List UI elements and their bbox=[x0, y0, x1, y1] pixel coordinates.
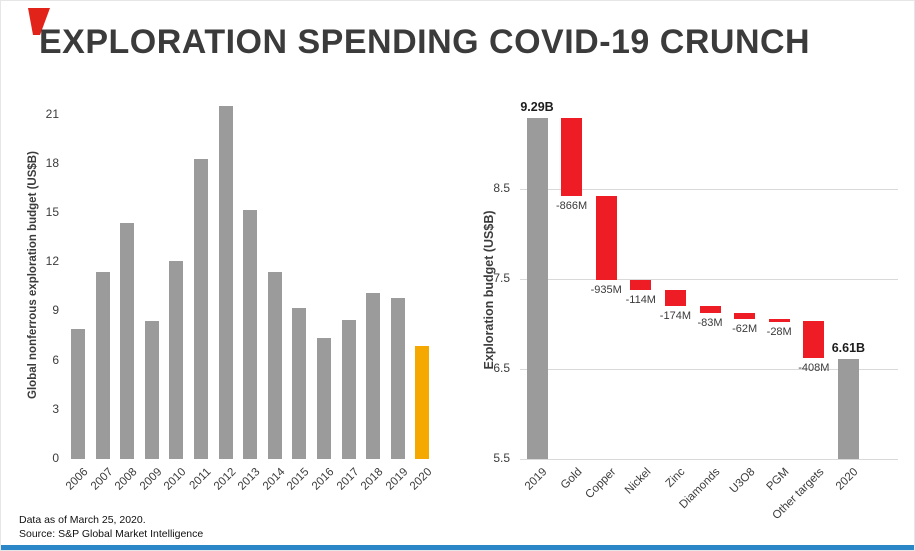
right-x-tick-label: 2020 bbox=[834, 466, 861, 493]
left-y-tick-label: 12 bbox=[45, 254, 59, 269]
delta-label-U3O8: -62M bbox=[732, 322, 758, 335]
left-y-tick-label: 6 bbox=[52, 352, 59, 367]
right-x-tick-label: Copper bbox=[583, 466, 619, 502]
right-y-tick-label: 8.5 bbox=[493, 181, 510, 195]
bar-2013 bbox=[243, 209, 258, 459]
footnote-source: Source: S&P Global Market Intelligence bbox=[19, 528, 204, 540]
grid-line bbox=[520, 459, 898, 460]
bar-2019 bbox=[390, 298, 405, 459]
right-y-tick-label: 6.5 bbox=[493, 361, 510, 375]
bar-2018 bbox=[366, 293, 381, 459]
right-x-tick-label: Nickel bbox=[622, 466, 654, 497]
right-y-tick-label: 7.5 bbox=[493, 271, 510, 285]
left-chart-y-axis-label: Global nonferrous exploration budget (US… bbox=[27, 151, 39, 399]
bar-2012 bbox=[218, 106, 233, 459]
brand-corner-mark-shape bbox=[28, 8, 50, 35]
left-y-tick-label: 9 bbox=[52, 303, 59, 318]
bar-PGM bbox=[768, 318, 790, 322]
bar-Other targets bbox=[803, 321, 825, 359]
start-total-label: 9.29B bbox=[520, 99, 554, 114]
left-y-tick-label: 15 bbox=[45, 205, 59, 219]
bar-Copper bbox=[595, 195, 617, 280]
right-x-tick-label: U3O8 bbox=[727, 466, 758, 496]
bar-2019 bbox=[526, 117, 548, 459]
bar-Nickel bbox=[630, 279, 652, 291]
right-x-tick-label: 2019 bbox=[522, 466, 550, 493]
right-x-tick-label: Zinc bbox=[664, 466, 688, 490]
grid-line bbox=[520, 369, 898, 370]
bottom-accent-bar bbox=[1, 545, 914, 550]
right-y-tick-label: 5.5 bbox=[493, 451, 510, 465]
bar-2011 bbox=[194, 158, 208, 459]
footnote: Data as of March 25, 2020. Source: S&P G… bbox=[19, 513, 203, 541]
end-total-label: 6.61B bbox=[831, 341, 866, 356]
delta-label-Diamonds: -83M bbox=[697, 317, 723, 330]
bar-Diamonds bbox=[699, 305, 721, 314]
bar-2007 bbox=[95, 272, 110, 459]
left-y-tick-label: 3 bbox=[52, 401, 59, 416]
right-x-tick-label: Gold bbox=[558, 466, 585, 492]
left-y-tick-label: 0 bbox=[52, 451, 59, 465]
grid-line bbox=[520, 189, 898, 190]
delta-label-Nickel: -114M bbox=[625, 294, 656, 307]
bar-2016 bbox=[317, 337, 331, 459]
bar-U3O8 bbox=[734, 313, 756, 319]
bar-2006 bbox=[71, 329, 85, 459]
brand-corner-mark-icon bbox=[28, 8, 50, 35]
delta-label-Zinc: -174M bbox=[659, 309, 691, 322]
delta-label-Copper: -935M bbox=[590, 283, 622, 296]
delta-label-Gold: -866M bbox=[556, 199, 588, 212]
bar-2015 bbox=[292, 308, 307, 459]
bar-2010 bbox=[169, 260, 184, 459]
left-y-tick-label: 18 bbox=[45, 155, 59, 170]
grid-line bbox=[520, 279, 898, 280]
right-x-tick-label: PGM bbox=[764, 466, 792, 494]
bar-2009 bbox=[144, 321, 159, 459]
bar-2017 bbox=[341, 319, 356, 459]
bar-Zinc bbox=[664, 290, 686, 306]
page-title: EXPLORATION SPENDING COVID-19 CRUNCH bbox=[39, 23, 811, 61]
footnote-date: Data as of March 25, 2020. bbox=[19, 514, 146, 526]
right-x-tick-label: Diamonds bbox=[677, 466, 723, 512]
delta-label-PGM: -28M bbox=[766, 325, 792, 338]
bar-2020 bbox=[415, 345, 430, 459]
right-x-tick-label: Other targets bbox=[770, 466, 827, 522]
left-y-tick-label: 21 bbox=[45, 106, 59, 121]
delta-label-Other targets: -408M bbox=[798, 362, 830, 375]
bar-2008 bbox=[120, 222, 135, 459]
bar-2014 bbox=[267, 272, 282, 459]
bar-Gold bbox=[561, 117, 583, 196]
bar-2020 bbox=[837, 359, 859, 459]
